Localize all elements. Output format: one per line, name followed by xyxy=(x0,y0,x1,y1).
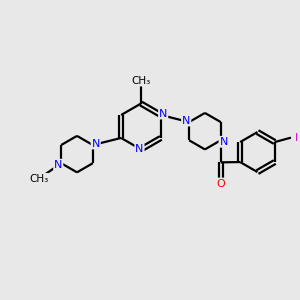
Text: O: O xyxy=(216,178,225,188)
Text: N: N xyxy=(182,116,190,126)
Text: CH₃: CH₃ xyxy=(29,174,48,184)
Text: N: N xyxy=(92,139,100,148)
Text: I: I xyxy=(295,133,298,143)
Text: N: N xyxy=(220,137,228,147)
Text: CH₃: CH₃ xyxy=(131,76,151,85)
Text: N: N xyxy=(135,144,144,154)
Text: N: N xyxy=(54,160,62,170)
Text: N: N xyxy=(159,109,167,118)
